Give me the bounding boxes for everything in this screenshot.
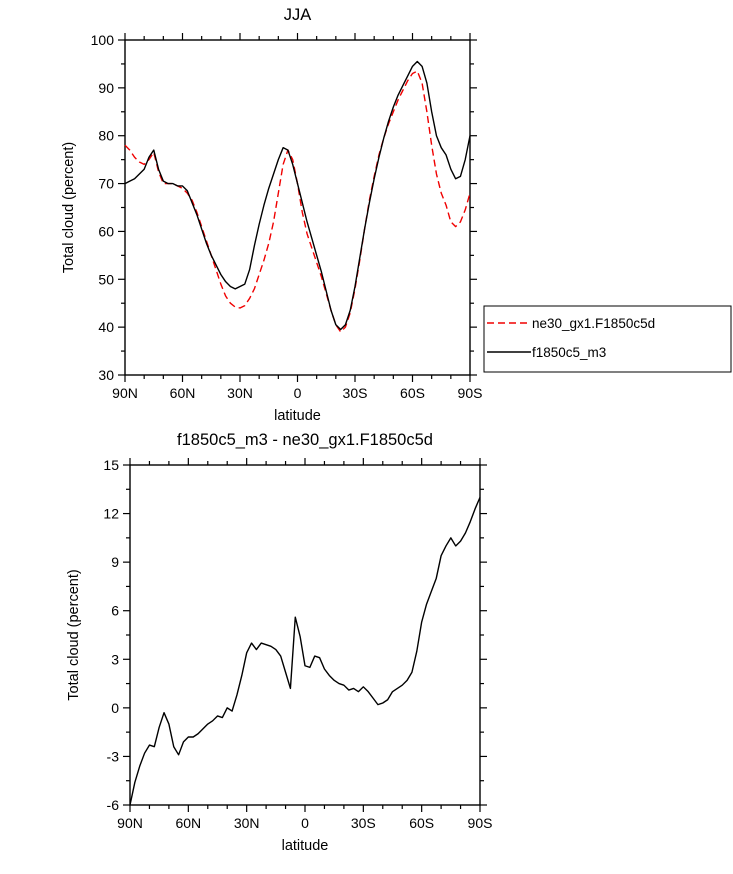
y-axis-label: Total cloud (percent) [61,142,77,273]
x-tick-label: 90N [112,385,138,401]
x-tick-label: 0 [294,385,302,401]
chart-title: f1850c5_m3 - ne30_gx1.F1850c5d [177,431,433,449]
series-line-f1850c5-m3-ne30-gx1-f1850c5d [129,497,481,806]
x-tick-label: 60N [175,815,201,831]
x-tick-label: 60S [400,385,425,401]
y-tick-label: 100 [91,32,115,48]
x-tick-label: 60N [170,385,196,401]
legend-entry-label: ne30_gx1.F1850c5d [532,316,655,331]
x-tick-label: 90S [458,385,483,401]
chart-1-axes: 90N 60N 30N 0 30S 60S 90S -6 -3 0 3 6 9 12 15 [103,457,492,831]
y-tick-label: 15 [103,457,119,473]
series-line-ne30-gx1-f1850c5d [124,70,471,333]
x-tick-label: 60S [409,815,434,831]
y-tick-label: 30 [98,367,114,383]
x-tick-label: 90N [117,815,143,831]
chart-0: 90N 60N 30N 0 30S 60S 90S 30 40 50 60 70 80 90 100 JJA l… [61,6,732,424]
legend-entry-label: f1850c5_m3 [532,345,606,360]
x-axis-label: latitude [282,838,329,854]
y-tick-label: 0 [111,700,119,716]
x-tick-label: 30S [351,815,376,831]
y-tick-label: 60 [98,223,114,239]
x-tick-label: 30S [343,385,368,401]
y-tick-label: 50 [98,271,114,287]
chart-0-axes: 90N 60N 30N 0 30S 60S 90S 30 40 50 60 70 80 90 100 [91,32,483,401]
plot-frame [124,39,471,376]
chart-1: 90N 60N 30N 0 30S 60S 90S -6 -3 0 3 6 9 12 15 f1850c5_m… [66,431,492,854]
plot-frame [129,464,481,806]
x-tick-label: 30N [234,815,260,831]
y-tick-label: 6 [111,603,119,619]
y-tick-label: -6 [107,797,120,813]
x-tick-label: 90S [468,815,493,831]
x-tick-label: 30N [227,385,253,401]
y-tick-label: 70 [98,176,114,192]
y-axis-label: Total cloud (percent) [66,569,82,700]
x-axis-label: latitude [274,408,321,424]
y-tick-label: 3 [111,651,119,667]
chart-title: JJA [284,6,312,24]
y-tick-label: 80 [98,128,114,144]
x-tick-label: 0 [301,815,309,831]
y-tick-label: -3 [107,748,120,764]
legend-box [483,305,732,373]
legend: ne30_gx1.F1850c5d f1850c5_m3 [483,305,732,373]
y-tick-label: 12 [103,506,119,522]
y-tick-label: 40 [98,319,114,335]
y-tick-label: 9 [111,554,119,570]
series-line-f1850c5-m3 [124,60,471,331]
y-tick-label: 90 [98,80,114,96]
